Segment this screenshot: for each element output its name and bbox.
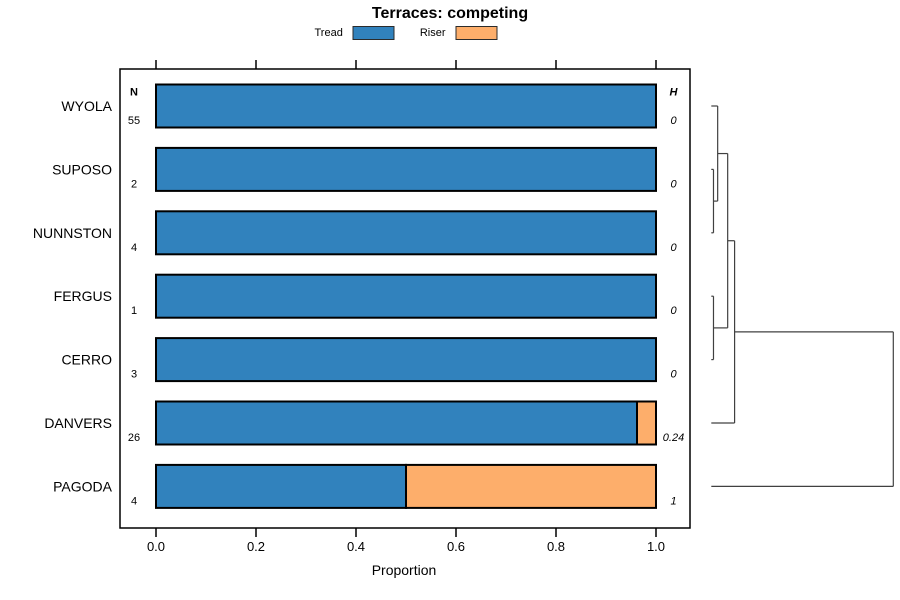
category-label: NUNNSTON [33, 225, 112, 241]
h-column-header: H [670, 87, 679, 99]
category-label: FERGUS [54, 288, 112, 304]
n-value: 4 [131, 242, 137, 254]
n-value: 1 [131, 305, 137, 317]
legend-swatch-tread [352, 26, 395, 40]
bar-segment-tread [155, 146, 657, 192]
legend: Tread Riser [315, 25, 498, 41]
legend-swatch-riser [455, 26, 498, 40]
n-value: 55 [128, 115, 140, 127]
bar-segment-tread [155, 400, 638, 446]
h-value: 0 [670, 115, 677, 127]
x-axis-tick-label: 0.4 [347, 539, 365, 554]
h-value: 0.24 [663, 432, 684, 444]
x-axis-title: Proportion [371, 562, 437, 578]
legend-label-tread: Tread [314, 27, 343, 39]
n-column-header: N [130, 87, 138, 99]
legend-item-riser: Riser [420, 26, 498, 40]
chart-title: Terraces: competing [371, 5, 529, 22]
bar-segment-tread [155, 210, 657, 256]
legend-item-tread: Tread [315, 26, 395, 40]
bar-segment-riser [405, 463, 657, 509]
x-axis-tick-label: 0.2 [247, 539, 265, 554]
h-value: 0 [670, 369, 677, 381]
h-value: 1 [670, 495, 676, 507]
bar-segment-tread [155, 83, 657, 129]
n-value: 3 [131, 369, 137, 381]
bar-segment-tread [155, 463, 407, 509]
x-axis-tick-label: 0.0 [147, 539, 165, 554]
h-value: 0 [670, 242, 677, 254]
legend-label-riser: Riser [419, 27, 446, 39]
x-axis-tick-label: 0.8 [547, 539, 565, 554]
n-value: 4 [131, 495, 137, 507]
category-label: CERRO [61, 352, 112, 368]
h-value: 0 [670, 178, 677, 190]
category-label: PAGODA [53, 478, 113, 494]
category-label: DANVERS [44, 415, 112, 431]
x-axis-tick-label: 0.6 [447, 539, 465, 554]
bar-segment-tread [155, 273, 657, 319]
bar-segment-tread [155, 337, 657, 383]
n-value: 2 [131, 178, 137, 190]
h-value: 0 [670, 305, 677, 317]
plot-box [119, 68, 691, 529]
x-axis-tick-label: 1.0 [647, 539, 665, 554]
bar-segment-riser [636, 400, 657, 446]
category-label: SUPOSO [52, 161, 112, 177]
n-value: 26 [128, 432, 140, 444]
category-label: WYOLA [61, 98, 112, 114]
